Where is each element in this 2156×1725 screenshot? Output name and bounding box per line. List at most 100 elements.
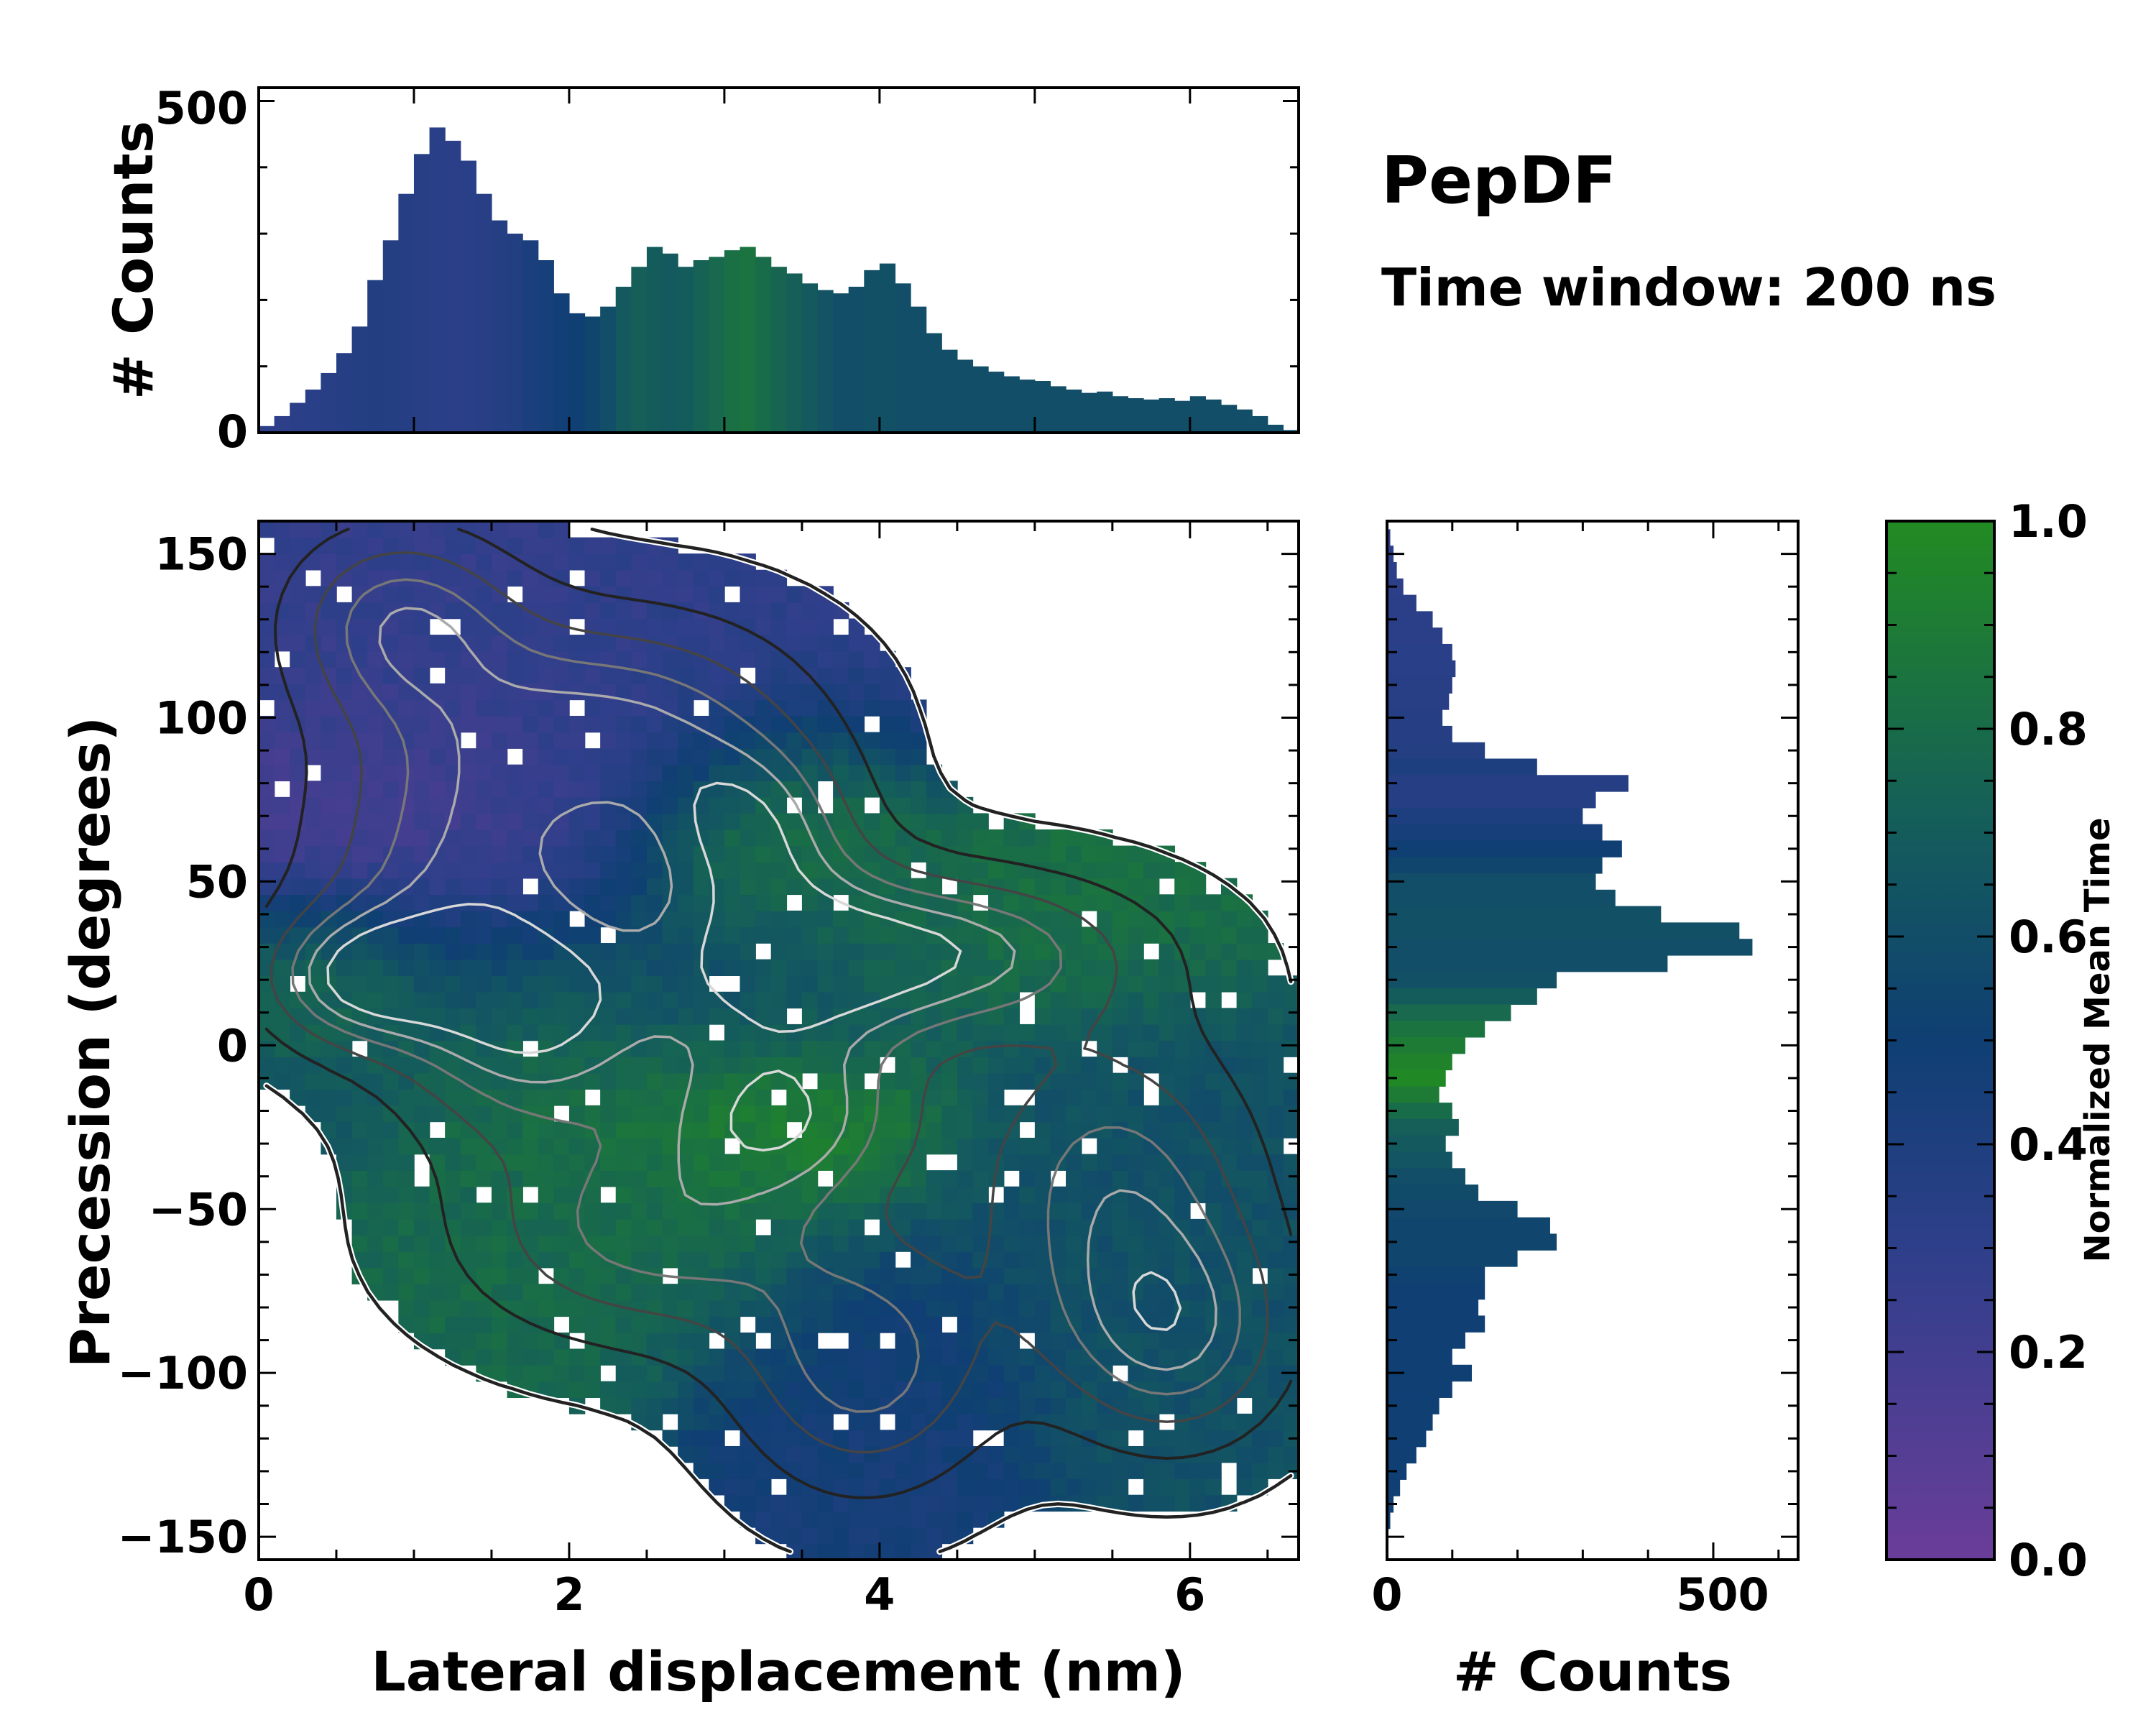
heatmap-cell: [398, 926, 415, 944]
heatmap-cell: [957, 1284, 974, 1301]
heatmap-cell: [491, 1121, 508, 1138]
heatmap-cell: [631, 732, 648, 749]
heatmap-cell: [740, 1251, 756, 1269]
heatmap-cell: [1050, 1462, 1067, 1479]
heatmap-cell: [646, 1284, 663, 1301]
top-histogram-bar: [1143, 399, 1160, 433]
heatmap-cell: [491, 650, 508, 668]
heatmap-cell: [1019, 894, 1036, 911]
heatmap-cell: [553, 1089, 570, 1106]
heatmap-cell: [678, 732, 694, 749]
heatmap-cell: [382, 650, 400, 668]
heatmap-cell: [631, 910, 648, 928]
heatmap-cell: [553, 1008, 570, 1025]
heatmap-cell: [274, 894, 290, 911]
heatmap-cell: [709, 926, 725, 944]
heatmap-cell: [1050, 1430, 1067, 1447]
heatmap-cell: [413, 635, 430, 652]
heatmap-cell: [972, 1186, 989, 1204]
heatmap-cell: [1034, 1024, 1051, 1041]
heatmap-cell: [460, 1202, 477, 1220]
heatmap-cell: [1050, 1121, 1067, 1138]
heatmap-cell: [1189, 1316, 1207, 1333]
top-histogram-bar: [1097, 391, 1113, 433]
heatmap-cell: [817, 1316, 834, 1333]
heatmap-cell: [290, 878, 306, 896]
heatmap-cell: [770, 650, 788, 668]
heatmap-cell: [367, 943, 384, 960]
heatmap-cell: [476, 1316, 492, 1333]
heatmap-cell: [351, 1154, 368, 1171]
heatmap-cell: [259, 732, 275, 749]
heatmap-cell: [957, 1251, 974, 1269]
heatmap-cell: [1236, 910, 1253, 928]
heatmap-cell: [445, 635, 461, 652]
heatmap-cell: [1236, 1381, 1253, 1399]
heatmap-cell: [895, 1462, 911, 1479]
heatmap-cell: [1081, 943, 1098, 960]
heatmap-cell: [568, 537, 586, 554]
heatmap-cell: [957, 1430, 974, 1447]
heatmap-cell: [476, 1170, 492, 1187]
heatmap-cell: [615, 715, 632, 733]
heatmap-cell: [646, 878, 663, 896]
heatmap-cell: [1252, 975, 1268, 993]
heatmap-cell: [476, 862, 492, 879]
heatmap-cell: [1097, 959, 1113, 976]
heatmap-cell: [413, 975, 430, 993]
heatmap-cell: [911, 1430, 927, 1447]
heatmap-cell: [553, 1202, 570, 1220]
heatmap-cell: [1143, 1251, 1160, 1269]
heatmap-cell: [1097, 1267, 1113, 1284]
heatmap-cell: [460, 926, 477, 944]
heatmap-cell: [724, 1316, 741, 1333]
heatmap-cell: [568, 1300, 586, 1317]
heatmap-cell: [646, 553, 663, 571]
heatmap-cell: [879, 1365, 896, 1382]
heatmap-cell: [1081, 845, 1098, 862]
heatmap-cell: [678, 569, 694, 587]
heatmap-cell: [553, 715, 570, 733]
heatmap-cell: [755, 845, 772, 862]
heatmap-cell: [507, 732, 523, 749]
heatmap-cell: [367, 1170, 384, 1187]
heatmap-cell: [615, 1121, 632, 1138]
heatmap-cell: [413, 667, 430, 684]
heatmap-cell: [1283, 1413, 1299, 1431]
heatmap-cell: [538, 943, 555, 960]
heatmap-cell: [460, 975, 477, 993]
heatmap-cell: [1267, 1365, 1284, 1382]
heatmap-cell: [848, 699, 865, 717]
heatmap-cell: [305, 862, 322, 879]
heatmap-cell: [476, 618, 492, 635]
heatmap-cell: [988, 1462, 1005, 1479]
heatmap-cell: [817, 602, 834, 620]
heatmap-cell: [631, 1057, 648, 1074]
heatmap-cell: [538, 1154, 555, 1171]
heatmap-cell: [740, 878, 756, 896]
heatmap-cell: [398, 715, 415, 733]
heatmap-cell: [911, 943, 927, 960]
heatmap-cell: [522, 667, 539, 684]
heatmap-cell: [957, 975, 974, 993]
heatmap-cell: [926, 1300, 943, 1317]
heatmap-cell: [864, 829, 880, 847]
heatmap-cell: [1143, 910, 1160, 928]
heatmap-cell: [367, 1121, 384, 1138]
heatmap-cell: [724, 667, 741, 684]
heatmap-cell: [522, 1121, 539, 1138]
heatmap-cell: [801, 1235, 819, 1252]
heatmap-cell: [770, 1170, 788, 1187]
heatmap-cell: [1205, 1332, 1222, 1350]
heatmap-cell: [336, 683, 353, 701]
heatmap-cell: [491, 764, 508, 782]
heatmap-cell: [507, 959, 523, 976]
right-histogram-bar: [1387, 1266, 1485, 1284]
heatmap-cell: [786, 1511, 803, 1528]
heatmap-cell: [926, 1170, 943, 1187]
heatmap-cell: [1066, 1089, 1082, 1106]
heatmap-cell: [615, 683, 632, 701]
heatmap-cell: [445, 975, 461, 993]
heatmap-cell: [1128, 1462, 1144, 1479]
heatmap-cell: [615, 975, 632, 993]
